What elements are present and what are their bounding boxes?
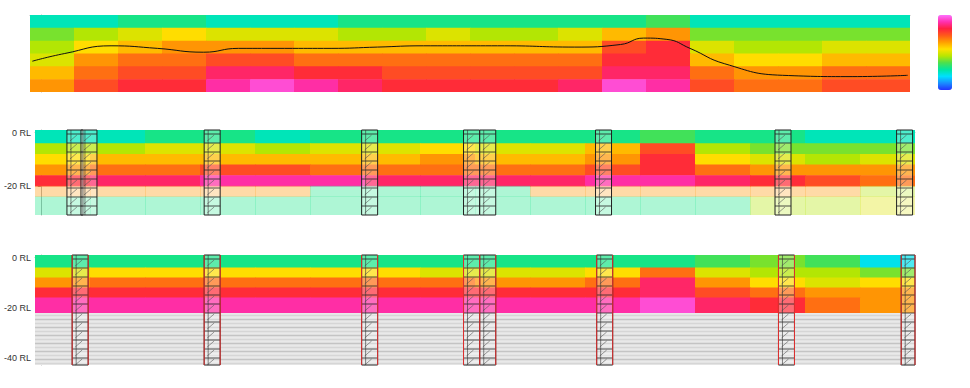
svg-text:0 RL: 0 RL — [12, 128, 31, 138]
svg-text:-40 RL: -40 RL — [4, 353, 31, 363]
svg-text:0 RL: 0 RL — [12, 253, 31, 263]
svg-text:-20 RL: -20 RL — [4, 303, 31, 313]
svg-text:-20 RL: -20 RL — [4, 181, 31, 191]
